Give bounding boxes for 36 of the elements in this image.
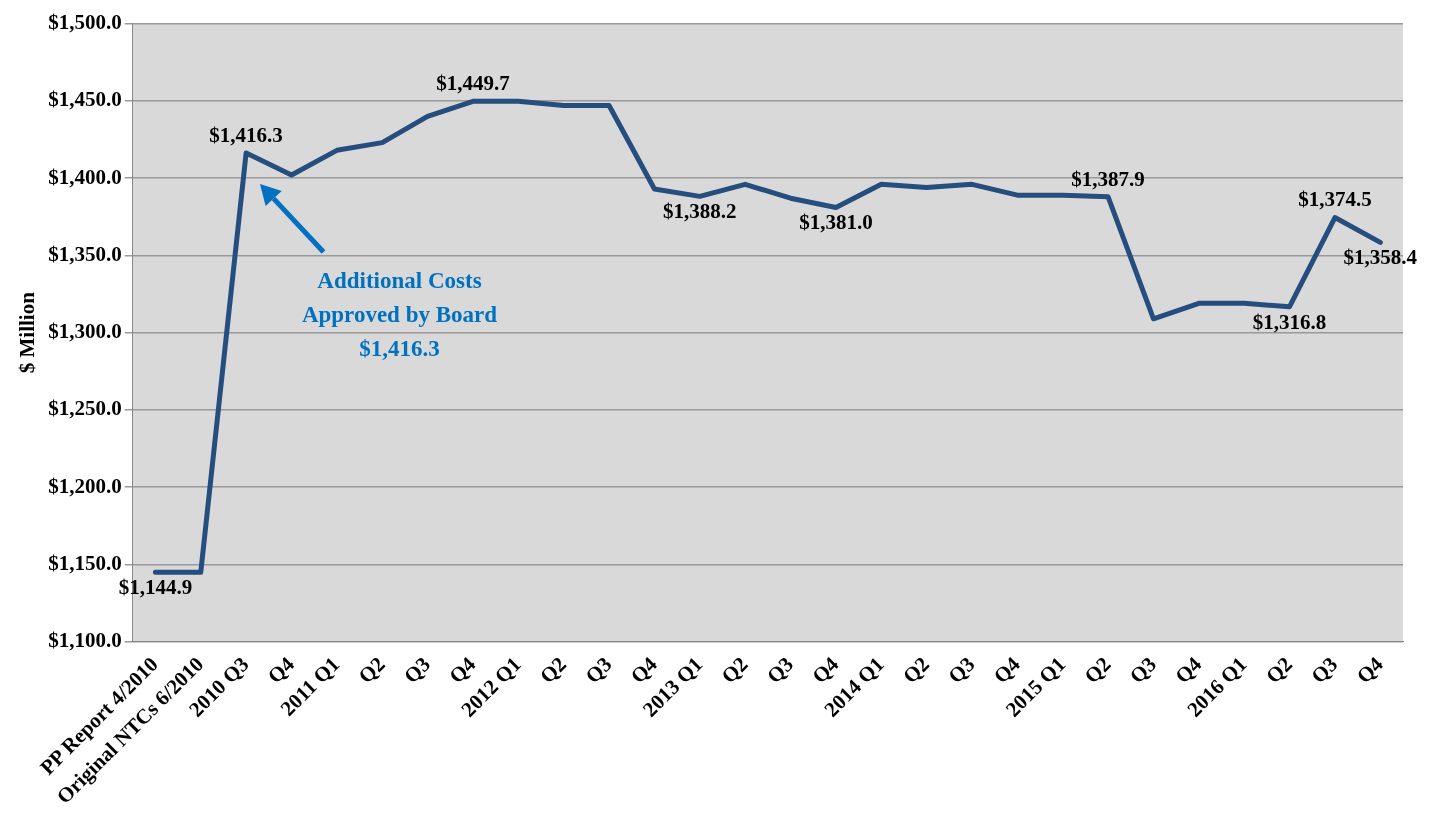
y-axis-title: $ Million [15,291,40,374]
x-tick-label: Q4 [625,651,663,689]
x-tick-label: Q4 [444,651,481,689]
y-tick-label: $1,500.0 [48,10,122,35]
data-label: $1,316.8 [1252,309,1327,334]
x-tick-label: Q4 [988,651,1026,689]
annotation: Additional Costs Approved by Board $1,416.3 [301,268,498,362]
data-label: $1,387.9 [1071,166,1145,191]
x-tick-label: Q2 [716,652,753,689]
data-label: $1,381.0 [799,210,873,235]
y-tick-label: $1,200.0 [48,473,122,498]
data-label: $1,374.5 [1298,187,1372,212]
x-tick-label: Q2 [1079,652,1116,689]
x-tick-label: Q3 [1124,652,1161,689]
x-tick-label: Q2 [353,652,390,689]
data-label: $1,358.4 [1343,245,1418,270]
data-label: $1,144.9 [118,575,193,600]
x-tick-label: Q3 [761,652,798,689]
y-tick-label: $1,100.0 [48,628,122,653]
x-tick-label: Q2 [535,652,572,689]
data-label: $1,388.2 [663,199,737,224]
y-tick-label: $1,350.0 [48,241,122,266]
y-tick-label: $1,250.0 [48,396,122,421]
x-tick-label: Q2 [1261,652,1297,689]
y-tick-label: $1,300.0 [48,319,122,344]
y-tick-label: $1,150.0 [48,550,122,575]
y-tick-label: $1,400.0 [48,164,122,189]
x-tick-label: Q3 [1306,652,1343,689]
x-tick-label: Q3 [580,652,617,689]
x-tick-label: Q4 [1351,651,1389,689]
x-tick-label: Q3 [399,652,435,689]
y-tick-label: $1,450.0 [48,87,122,112]
data-label: $1,449.7 [436,71,510,96]
x-tick-label: Q3 [943,652,980,689]
x-tick-label: Q2 [898,652,935,689]
data-label: $1,416.3 [209,122,283,147]
